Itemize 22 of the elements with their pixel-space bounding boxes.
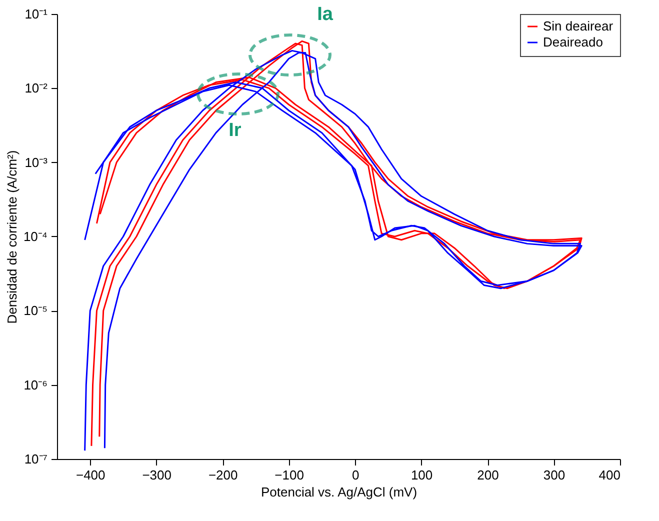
x-tick-label: −100 xyxy=(274,468,304,482)
y-tick-label: 10⁻³ xyxy=(24,154,48,170)
annotation: Ia xyxy=(317,4,334,25)
y-tick-label: 10⁻⁴ xyxy=(23,229,48,244)
x-tick-label: 400 xyxy=(598,468,620,482)
y-tick-label: 10⁻⁷ xyxy=(24,452,48,466)
x-tick-label: −200 xyxy=(208,468,238,482)
x-tick-label: −300 xyxy=(142,468,172,482)
y-tick-label: 10⁻² xyxy=(24,80,48,96)
x-tick-label: 0 xyxy=(352,468,360,482)
annotation: Ir xyxy=(228,120,242,141)
x-tick-label: 300 xyxy=(543,468,566,482)
y-tick-label: 10⁻⁶ xyxy=(24,377,48,392)
legend-label: Sin deairear xyxy=(543,18,614,34)
x-tick-label: 200 xyxy=(477,468,499,482)
y-tick-label: 10⁻⁵ xyxy=(24,303,48,318)
x-axis-title: Potencial vs. Ag/AgCl (mV) xyxy=(260,484,418,500)
x-tick-label: −400 xyxy=(76,468,106,482)
legend-label: Deaireado xyxy=(543,34,603,50)
y-axis-title: Densidad de corriente (A/cm²) xyxy=(4,150,20,324)
x-tick-label: 100 xyxy=(410,468,433,482)
y-tick-label: 10⁻¹ xyxy=(24,6,48,22)
